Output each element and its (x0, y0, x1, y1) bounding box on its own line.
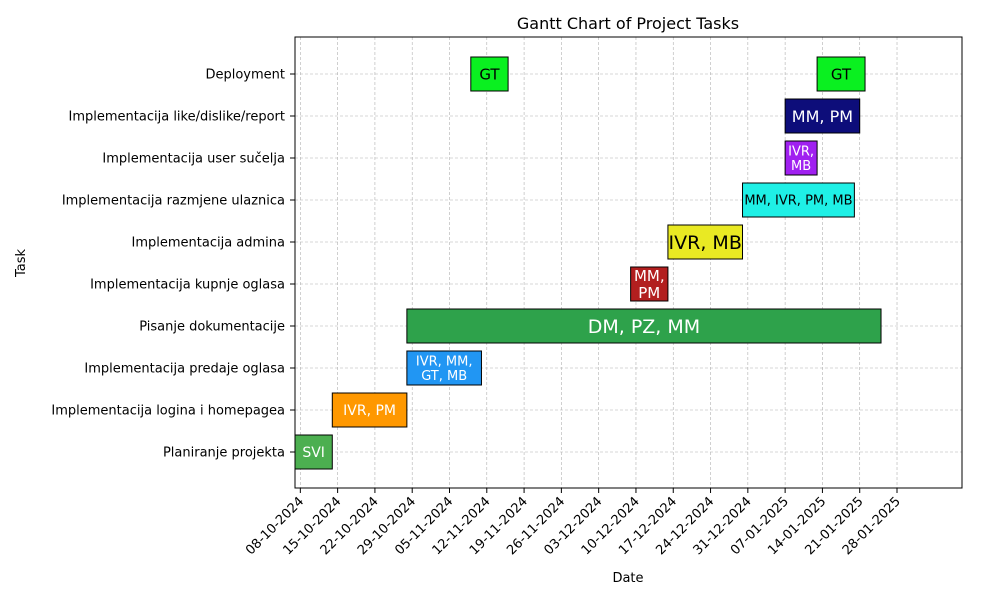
gantt-bar-label: PM (638, 284, 660, 302)
y-tick-label: Implementacija razmjene ulaznica (62, 194, 285, 209)
gantt-bar (667, 224, 744, 260)
gantt-bar-label: IVR, MB (669, 232, 742, 254)
gantt-bar (816, 56, 866, 92)
gantt-bar (406, 350, 482, 386)
y-tick-label: Implementacija kupnje oglasa (90, 278, 285, 293)
bars: SVI IVR, PM IVR, MM,GT, MB DM, PZ, MM MM,PM I… (294, 56, 882, 470)
gantt-bar (294, 434, 333, 470)
y-tick-label: Implementacija admina (132, 236, 286, 251)
gantt-bar-label: MM, IVR, PM, MB (744, 194, 852, 209)
gantt-bar-label: MM, PM (792, 107, 853, 126)
gantt-bar-label: DM, PZ, MM (588, 316, 700, 338)
y-axis-label: Task (14, 249, 29, 279)
gantt-bar-label: MB (791, 159, 811, 174)
gantt-bar (630, 266, 669, 302)
gantt-bar-label: GT (831, 65, 852, 83)
gantt-bar (406, 308, 882, 344)
x-axis: 08-10-202415-10-202422-10-202429-10-2024… (243, 488, 904, 558)
gantt-bar (470, 56, 509, 92)
y-tick-label: Pisanje dokumentacije (139, 320, 285, 335)
gantt-bar-label: GT, MB (421, 369, 467, 384)
gantt-bar (784, 140, 818, 176)
y-tick-label: Planiranje projekta (163, 446, 285, 461)
gantt-bar (331, 392, 408, 428)
y-tick-label: Implementacija predaje oglasa (84, 362, 285, 377)
gantt-bar-label: MM, (634, 267, 665, 285)
y-tick-label: Implementacija like/dislike/report (69, 110, 285, 125)
gantt-bar-label: IVR, MM, (416, 354, 473, 369)
gantt-bar-label: SVI (302, 445, 325, 461)
plot-area-frame (294, 36, 963, 489)
x-axis-label: Date (612, 571, 643, 586)
gantt-bar-label: GT (479, 65, 500, 83)
y-axis: Planiranje projekta Implementacija logina… (51, 68, 295, 461)
chart-title: Gantt Chart of Project Tasks (517, 14, 739, 33)
y-tick-label: Deployment (205, 68, 285, 83)
gantt-bar (742, 182, 855, 218)
gantt-bar-label: IVR, (788, 144, 814, 159)
gantt-bar (784, 98, 861, 134)
gantt-bar-label: IVR, PM (343, 403, 396, 419)
y-tick-label: Implementacija user sučelja (102, 152, 285, 167)
y-tick-label: Implementacija logina i homepagea (51, 404, 285, 419)
